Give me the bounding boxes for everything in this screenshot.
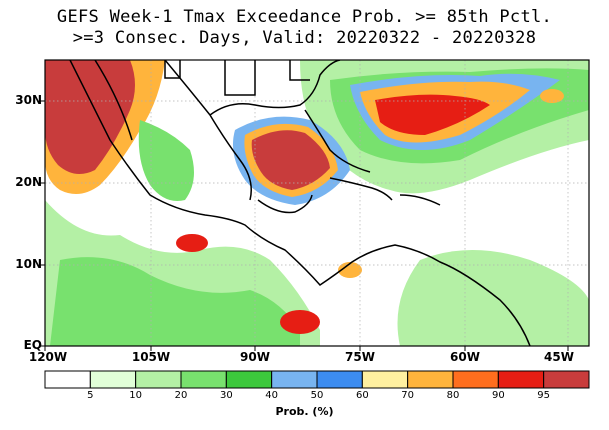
colorbar-tick-label: 5 bbox=[87, 390, 94, 401]
map-title-line2: >=3 Consec. Days, Valid: 20220322 - 2022… bbox=[72, 28, 537, 48]
lat-label-30n: 30N bbox=[15, 93, 42, 107]
prob-area-pacific-spot-2 bbox=[280, 310, 320, 334]
probability-field bbox=[45, 60, 589, 346]
lat-label-eq: EQ bbox=[23, 338, 42, 352]
colorbar-swatch bbox=[225, 370, 273, 389]
colorbar-swatch bbox=[180, 370, 227, 389]
colorbar-swatch bbox=[271, 370, 318, 389]
colorbar-tick-label: 90 bbox=[491, 390, 505, 401]
prob-area-mid-green bbox=[50, 257, 300, 346]
colorbar-tick-label: 70 bbox=[401, 390, 415, 401]
colorbar-swatch bbox=[316, 370, 363, 389]
colorbar-tick-label: 10 bbox=[129, 390, 143, 401]
prob-area-colombia-spot bbox=[338, 262, 362, 278]
prob-area-pacific-spot bbox=[176, 234, 208, 252]
colorbar-swatch bbox=[407, 370, 454, 389]
axis-ticks bbox=[40, 100, 569, 351]
prob-area-red-west bbox=[45, 60, 135, 174]
prob-area-atlantic-spot bbox=[540, 89, 564, 103]
colorbar-tick-label: 50 bbox=[310, 390, 324, 401]
colorbar-swatch bbox=[452, 370, 499, 389]
prob-area-red-east bbox=[375, 94, 490, 135]
prob-area-red-gulf bbox=[251, 130, 330, 190]
colorbar-swatch bbox=[543, 370, 590, 389]
lat-label-20n: 20N bbox=[15, 175, 42, 189]
colorbar-tick-label: 95 bbox=[537, 390, 551, 401]
colorbar-tick-label: 30 bbox=[219, 390, 233, 401]
map-title-line1: GEFS Week-1 Tmax Exceedance Prob. >= 85t… bbox=[56, 7, 553, 27]
coastlines bbox=[69, 60, 531, 346]
lat-label-10n: 10N bbox=[15, 257, 42, 271]
lon-label-60w: 60W bbox=[450, 350, 480, 364]
colorbar-swatch bbox=[361, 370, 409, 389]
map-frame bbox=[44, 59, 590, 347]
colorbar-tick-label: 40 bbox=[265, 390, 279, 401]
graticule bbox=[45, 60, 589, 346]
prob-area-light-green-south bbox=[397, 250, 589, 346]
colorbar-tick-label: 80 bbox=[446, 390, 460, 401]
lon-label-45w: 45W bbox=[544, 350, 574, 364]
colorbar-swatch bbox=[135, 370, 182, 389]
lon-label-120w: 120W bbox=[28, 350, 68, 364]
prob-area-green-mexico bbox=[138, 120, 194, 201]
colorbar-swatch bbox=[89, 370, 137, 389]
colorbar-tick-label: 60 bbox=[355, 390, 369, 401]
lon-label-105w: 105W bbox=[131, 350, 171, 364]
colorbar-swatch bbox=[497, 370, 545, 389]
lon-label-90w: 90W bbox=[240, 350, 270, 364]
colorbar-swatch bbox=[44, 370, 91, 389]
lon-label-75w: 75W bbox=[345, 350, 375, 364]
colorbar-title: Prob. (%) bbox=[275, 405, 334, 418]
colorbar-tick-label: 20 bbox=[174, 390, 188, 401]
